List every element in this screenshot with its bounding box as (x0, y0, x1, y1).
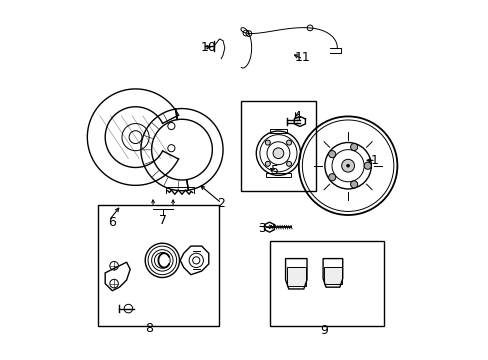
Circle shape (364, 162, 370, 169)
Bar (269, 129, 287, 133)
Bar (265, 173, 290, 177)
Text: 5: 5 (270, 164, 278, 177)
Circle shape (341, 159, 354, 172)
Text: 9: 9 (319, 324, 327, 337)
Circle shape (286, 161, 291, 166)
Bar (241, 102, 315, 191)
Text: 10: 10 (201, 41, 216, 54)
Circle shape (286, 140, 291, 145)
Bar (324, 267, 341, 284)
Circle shape (350, 181, 357, 188)
Circle shape (346, 164, 349, 167)
Circle shape (328, 150, 335, 158)
Polygon shape (264, 222, 274, 232)
Text: 8: 8 (144, 322, 152, 335)
Polygon shape (286, 268, 305, 286)
Bar (98, 205, 219, 327)
Bar (269, 241, 383, 327)
Text: 1: 1 (370, 154, 378, 167)
Text: 11: 11 (294, 51, 309, 64)
Circle shape (265, 140, 270, 145)
Polygon shape (324, 267, 341, 284)
Circle shape (272, 148, 283, 158)
Circle shape (328, 174, 335, 181)
Text: 3: 3 (257, 222, 265, 235)
Text: 7: 7 (159, 213, 167, 226)
Text: 6: 6 (108, 216, 116, 229)
Circle shape (350, 143, 357, 150)
Bar (286, 267, 305, 286)
Text: 4: 4 (293, 110, 301, 123)
Circle shape (265, 161, 270, 166)
Text: 2: 2 (216, 197, 224, 210)
